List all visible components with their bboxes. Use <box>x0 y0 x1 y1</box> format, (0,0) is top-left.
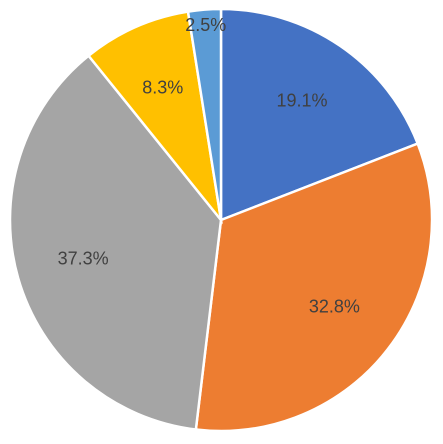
pie-slice <box>219 7 420 222</box>
pie-slice <box>86 10 223 225</box>
data-label: 2.5% <box>185 15 226 35</box>
data-label: 37.3% <box>58 248 109 268</box>
data-label: 32.8% <box>309 297 360 317</box>
pie-slice <box>8 53 223 431</box>
data-label: 19.1% <box>276 90 327 110</box>
data-label: 8.3% <box>142 78 183 98</box>
pie-slice <box>186 7 223 221</box>
pie-slice <box>194 141 434 433</box>
